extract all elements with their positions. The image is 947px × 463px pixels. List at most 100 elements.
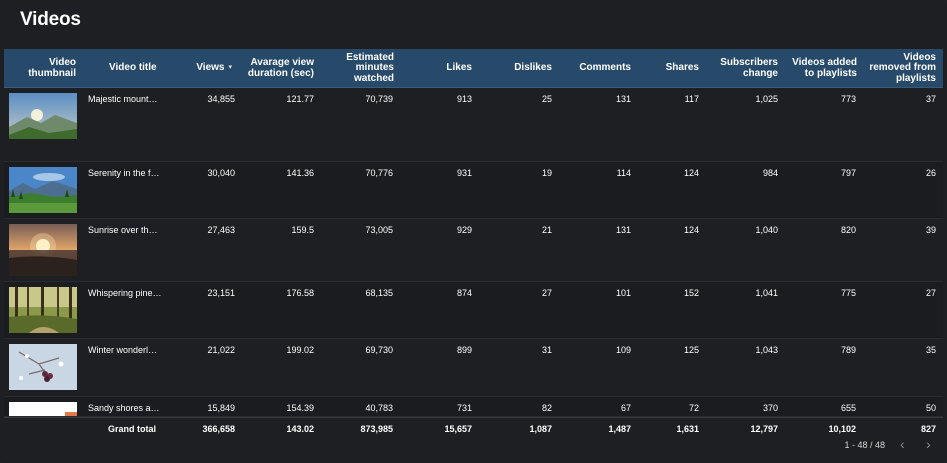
- minutes-value: 68,135: [365, 288, 393, 298]
- minutes-value: 70,776: [365, 168, 393, 178]
- header-shares[interactable]: Shares: [665, 62, 699, 74]
- subscribers-value: 370: [762, 403, 778, 413]
- removed-value: 37: [925, 94, 936, 104]
- views-value: 30,040: [207, 168, 235, 178]
- header-dislikes[interactable]: Dislikes: [514, 62, 552, 74]
- header-comments[interactable]: Comments: [579, 62, 631, 74]
- beach-image: [9, 402, 77, 416]
- total-minutes: 873,985: [360, 424, 393, 434]
- pine-forest-image: [9, 287, 77, 333]
- comments-value: 101: [615, 288, 631, 298]
- header-likes[interactable]: Likes: [446, 62, 472, 74]
- shares-value: 117: [684, 94, 699, 104]
- mountain-landscape-image: [9, 93, 77, 139]
- header-views-label: Views: [196, 62, 225, 74]
- comments-value: 131: [615, 225, 631, 235]
- header-video-thumbnail[interactable]: Video thumbnail: [28, 57, 76, 79]
- likes-value: 929: [456, 225, 472, 235]
- total-added: 10,102: [828, 424, 856, 434]
- comments-value: 109: [615, 345, 631, 355]
- avg-duration-value: 199.02: [286, 345, 314, 355]
- next-page-icon[interactable]: ›: [926, 436, 931, 452]
- views-value: 34,855: [207, 94, 235, 104]
- table-row[interactable]: Sunrise over th… 27,463 159.5 73,005 929…: [4, 219, 943, 282]
- grand-total-row: Grand total 366,658 143.02 873,985 15,65…: [4, 417, 943, 437]
- views-value: 21,022: [207, 345, 235, 355]
- header-estimated-minutes[interactable]: Estimated minutes watched: [346, 51, 394, 84]
- removed-value: 35: [925, 345, 936, 355]
- views-value: 23,151: [207, 288, 235, 298]
- dislikes-value: 27: [541, 288, 552, 298]
- minutes-value: 70,739: [365, 94, 393, 104]
- header-views[interactable]: Views ▾: [184, 49, 232, 88]
- subscribers-value: 984: [762, 168, 778, 178]
- table-row[interactable]: Sandy shores a… 15,849 154.39 40,783 731…: [4, 397, 943, 417]
- table-row[interactable]: Majestic mount… 34,855 121.77 70,739 913…: [4, 88, 943, 162]
- video-title[interactable]: Serenity in the f…: [88, 168, 160, 178]
- video-title[interactable]: Sandy shores a…: [88, 403, 160, 413]
- video-title[interactable]: Winter wonderl…: [88, 345, 158, 355]
- avg-duration-value: 154.39: [286, 403, 314, 413]
- avg-duration-value: 141.36: [286, 168, 314, 178]
- total-likes: 15,657: [444, 424, 472, 434]
- videos-table: Video thumbnail Video title Views ▾ Avar…: [4, 49, 943, 437]
- comments-value: 114: [616, 168, 631, 178]
- likes-value: 899: [456, 345, 472, 355]
- shares-value: 72: [688, 403, 699, 413]
- subscribers-value: 1,043: [755, 345, 778, 355]
- header-subscribers-change[interactable]: Subscribers change: [720, 57, 778, 79]
- removed-value: 39: [925, 225, 936, 235]
- dislikes-value: 21: [541, 225, 552, 235]
- added-value: 820: [840, 225, 856, 235]
- header-videos-added[interactable]: Videos added to playlists: [792, 57, 857, 79]
- comments-value: 67: [620, 403, 631, 413]
- table-row[interactable]: Serenity in the f… 30,040 141.36 70,776 …: [4, 162, 943, 219]
- pagination-range: 1 - 48 / 48: [844, 440, 885, 450]
- avg-duration-value: 159.5: [291, 225, 314, 235]
- page-title: Videos: [20, 9, 81, 30]
- shares-value: 124: [683, 225, 699, 235]
- views-value: 27,463: [207, 225, 235, 235]
- added-value: 773: [840, 94, 856, 104]
- minutes-value: 40,783: [365, 403, 393, 413]
- added-value: 789: [840, 345, 856, 355]
- total-shares: 1,631: [676, 424, 699, 434]
- likes-value: 874: [456, 288, 472, 298]
- added-value: 775: [840, 288, 856, 298]
- header-avg-view-duration[interactable]: Avarage view duration (sec): [247, 57, 314, 79]
- video-title[interactable]: Whispering pine…: [88, 288, 162, 298]
- video-title[interactable]: Majestic mount…: [88, 94, 158, 104]
- table-row[interactable]: Winter wonderl… 21,022 199.02 69,730 899…: [4, 339, 943, 397]
- header-video-title[interactable]: Video title: [109, 62, 157, 74]
- video-title[interactable]: Sunrise over th…: [88, 225, 158, 235]
- minutes-value: 69,730: [365, 345, 393, 355]
- previous-page-icon[interactable]: ‹: [900, 436, 905, 452]
- subscribers-value: 1,040: [755, 225, 778, 235]
- subscribers-value: 1,025: [755, 94, 778, 104]
- sunrise-image: [9, 224, 77, 276]
- sort-descending-icon: ▾: [228, 64, 232, 72]
- dislikes-value: 82: [541, 403, 552, 413]
- removed-value: 26: [925, 168, 936, 178]
- comments-value: 131: [615, 94, 631, 104]
- likes-value: 731: [456, 403, 472, 413]
- removed-value: 50: [925, 403, 936, 413]
- avg-duration-value: 176.58: [286, 288, 314, 298]
- minutes-value: 73,005: [365, 225, 393, 235]
- views-value: 15,849: [207, 403, 235, 413]
- subscribers-value: 1,041: [755, 288, 778, 298]
- total-avg-duration: 143.02: [286, 424, 314, 434]
- header-videos-removed[interactable]: Videos removed from playlists: [869, 51, 936, 84]
- avg-duration-value: 121.77: [286, 94, 314, 104]
- total-removed: 827: [920, 424, 936, 434]
- total-comments: 1,487: [608, 424, 631, 434]
- dislikes-value: 25: [541, 94, 552, 104]
- total-views: 366,658: [202, 424, 235, 434]
- added-value: 655: [840, 403, 856, 413]
- table-row[interactable]: Whispering pine… 23,151 176.58 68,135 87…: [4, 282, 943, 339]
- added-value: 797: [840, 168, 856, 178]
- dislikes-value: 31: [541, 345, 552, 355]
- shares-value: 124: [683, 168, 699, 178]
- winter-berries-image: [9, 344, 77, 390]
